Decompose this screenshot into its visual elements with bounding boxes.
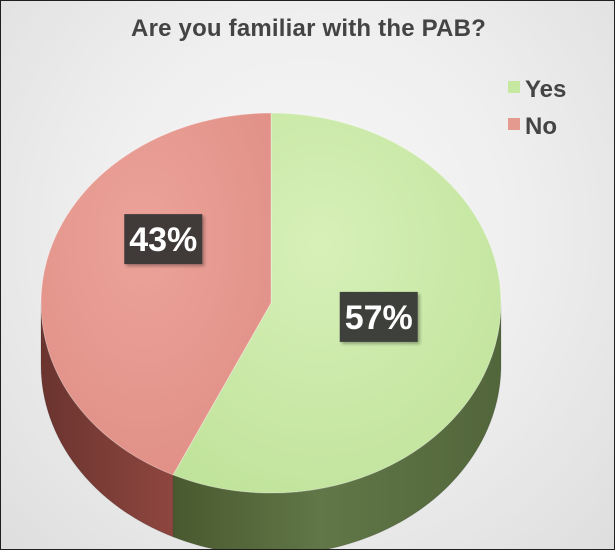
pie-data-labels: 57% 43% <box>124 214 418 342</box>
data-label-text-no: 43% <box>129 221 197 259</box>
pie-slice-yes <box>172 112 502 494</box>
legend-label-no: No <box>525 113 557 140</box>
legend-item-yes: Yes <box>508 76 566 103</box>
chart-title: Are you familiar with the PAB? <box>131 15 486 42</box>
pie-faces <box>40 112 502 494</box>
legend: Yes No <box>508 76 566 140</box>
legend-item-no: No <box>508 113 557 140</box>
data-label-text-yes: 57% <box>345 299 413 337</box>
legend-swatch-no <box>508 118 520 130</box>
pie-slice-no <box>40 112 272 476</box>
data-label-no: 43% <box>124 214 203 265</box>
legend-label-yes: Yes <box>525 76 566 103</box>
data-label-yes: 57% <box>339 291 418 342</box>
data-label-background-no <box>124 214 203 265</box>
data-label-background-yes <box>339 291 418 342</box>
legend-swatch-yes <box>508 81 520 93</box>
